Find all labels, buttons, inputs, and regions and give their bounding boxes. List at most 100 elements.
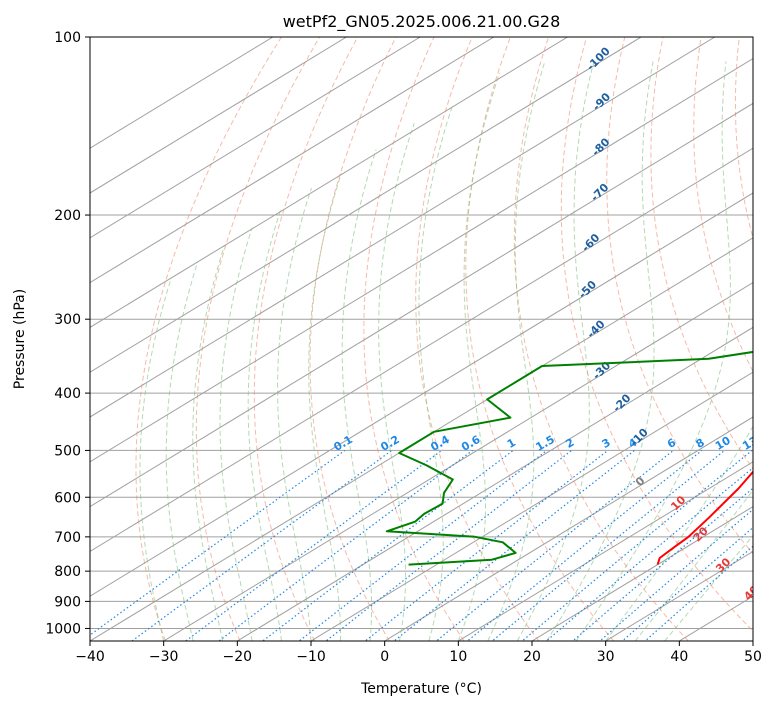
isotherm-line bbox=[90, 37, 421, 239]
x-tick-label: −40 bbox=[75, 649, 105, 665]
isotherm-label: -50 bbox=[576, 278, 599, 301]
moist-adiabat bbox=[341, 149, 377, 641]
y-axis-label: Pressure (hPa) bbox=[12, 289, 28, 389]
isotherm-label: -70 bbox=[588, 181, 611, 204]
isotherm-line bbox=[90, 102, 753, 508]
isotherm-line bbox=[458, 461, 753, 641]
moist-adiabat bbox=[219, 227, 253, 641]
x-tick-label: 20 bbox=[523, 649, 541, 665]
mixing-ratio-label: 13 bbox=[740, 434, 760, 453]
isotherm-label: -90 bbox=[590, 90, 613, 113]
moist-adiabat bbox=[634, 489, 753, 641]
dry-adiabat bbox=[135, 37, 282, 641]
x-tick-label: 10 bbox=[449, 649, 467, 665]
moist-adiabat bbox=[487, 61, 546, 641]
y-tick-label: 500 bbox=[54, 443, 81, 459]
mixing-ratio-line bbox=[364, 449, 609, 641]
mixing-ratio-line bbox=[184, 449, 443, 641]
y-tick-label: 300 bbox=[54, 312, 81, 328]
mixing-ratio-line bbox=[521, 449, 753, 641]
y-tick-label: 900 bbox=[54, 594, 81, 610]
isotherm-line bbox=[90, 37, 716, 418]
isotherm-label: 40 bbox=[741, 583, 761, 603]
dry-adiabat bbox=[734, 37, 753, 240]
isotherm-label: 10 bbox=[668, 493, 688, 513]
isotherm-line bbox=[90, 37, 642, 373]
temperature-line bbox=[656, 470, 753, 565]
moist-adiabat bbox=[575, 61, 731, 641]
mixing-ratio-line bbox=[393, 449, 635, 641]
mixing-ratio-line bbox=[466, 449, 703, 641]
isotherm-line bbox=[90, 37, 274, 149]
y-tick-label: 800 bbox=[54, 564, 81, 580]
x-tick-label: 0 bbox=[380, 649, 389, 665]
mixing-ratio-label: 16 bbox=[762, 434, 775, 453]
x-axis-label: Temperature (°C) bbox=[360, 681, 482, 697]
isotherm-line bbox=[90, 37, 495, 284]
mixing-ratio-label: 8 bbox=[694, 436, 707, 451]
dry-adiabat bbox=[606, 37, 753, 555]
moist-adiabat bbox=[516, 61, 595, 641]
isotherm-label: -40 bbox=[584, 317, 607, 340]
moist-adiabat bbox=[664, 534, 753, 641]
moist-adiabat bbox=[247, 208, 282, 641]
moist-adiabat bbox=[277, 187, 312, 641]
isotherm-line bbox=[90, 37, 568, 328]
mixing-ratio-line bbox=[298, 449, 548, 641]
isotherm-label: -60 bbox=[579, 231, 602, 254]
dry-adiabat bbox=[195, 37, 320, 641]
moist-adiabat bbox=[378, 123, 415, 641]
isotherm-label: 30 bbox=[713, 555, 733, 575]
y-tick-label: 700 bbox=[54, 530, 81, 546]
y-tick-label: 400 bbox=[54, 386, 81, 402]
isotherm-line bbox=[237, 326, 753, 641]
mixing-ratio-line bbox=[545, 467, 753, 641]
moist-adiabat bbox=[418, 104, 454, 641]
x-tick-label: 50 bbox=[744, 649, 762, 665]
moist-adiabat bbox=[139, 277, 172, 641]
moist-adiabat bbox=[546, 61, 655, 641]
isotherm-label: -20 bbox=[610, 391, 633, 414]
isotherm-line bbox=[90, 237, 753, 641]
isotherm-line bbox=[752, 640, 753, 641]
dry-adiabat bbox=[309, 37, 397, 641]
moist-adiabat bbox=[457, 72, 501, 641]
moist-adiabat bbox=[605, 425, 753, 641]
mixing-ratio-line bbox=[491, 449, 725, 641]
isotherm-line bbox=[90, 58, 753, 463]
x-tick-label: 30 bbox=[597, 649, 615, 665]
mixing-ratio-line bbox=[131, 449, 393, 641]
mixing-ratio-line bbox=[325, 449, 573, 641]
mixing-ratio-line bbox=[217, 449, 473, 641]
isotherm-line bbox=[90, 192, 753, 597]
chart-title: wetPf2_GN05.2025.006.21.00.G28 bbox=[283, 12, 561, 32]
isotherm-label: 20 bbox=[691, 524, 711, 544]
dry-adiabat bbox=[415, 37, 540, 641]
moist-adiabat bbox=[192, 245, 225, 641]
y-tick-label: 100 bbox=[54, 30, 81, 46]
dry-adiabat bbox=[253, 37, 359, 641]
x-tick-label: −20 bbox=[223, 649, 253, 665]
y-tick-label: 1000 bbox=[45, 621, 81, 637]
isotherm-line bbox=[310, 371, 753, 641]
x-tick-label: −30 bbox=[149, 649, 179, 665]
isotherm-label: -100 bbox=[584, 44, 613, 73]
moist-adiabat bbox=[165, 261, 199, 641]
dewpoint-line bbox=[385, 350, 753, 566]
dry-adiabat bbox=[363, 37, 465, 641]
x-tick-label: 40 bbox=[670, 649, 688, 665]
dry-adiabat bbox=[693, 37, 753, 373]
mixing-ratio-line bbox=[90, 449, 346, 636]
isotherm-line bbox=[163, 282, 753, 641]
isotherm-label: -80 bbox=[589, 135, 612, 158]
x-tick-label: −10 bbox=[296, 649, 326, 665]
mixing-ratio-label: 2 bbox=[563, 436, 576, 451]
isotherm-line bbox=[90, 37, 347, 194]
dry-adiabat bbox=[465, 37, 614, 641]
plot-frame bbox=[89, 36, 754, 642]
isotherm-line bbox=[384, 416, 753, 641]
mixing-ratio-label: 3 bbox=[600, 436, 613, 451]
mixing-ratio-line bbox=[261, 449, 514, 641]
mixing-ratio-label: 1 bbox=[505, 436, 518, 451]
